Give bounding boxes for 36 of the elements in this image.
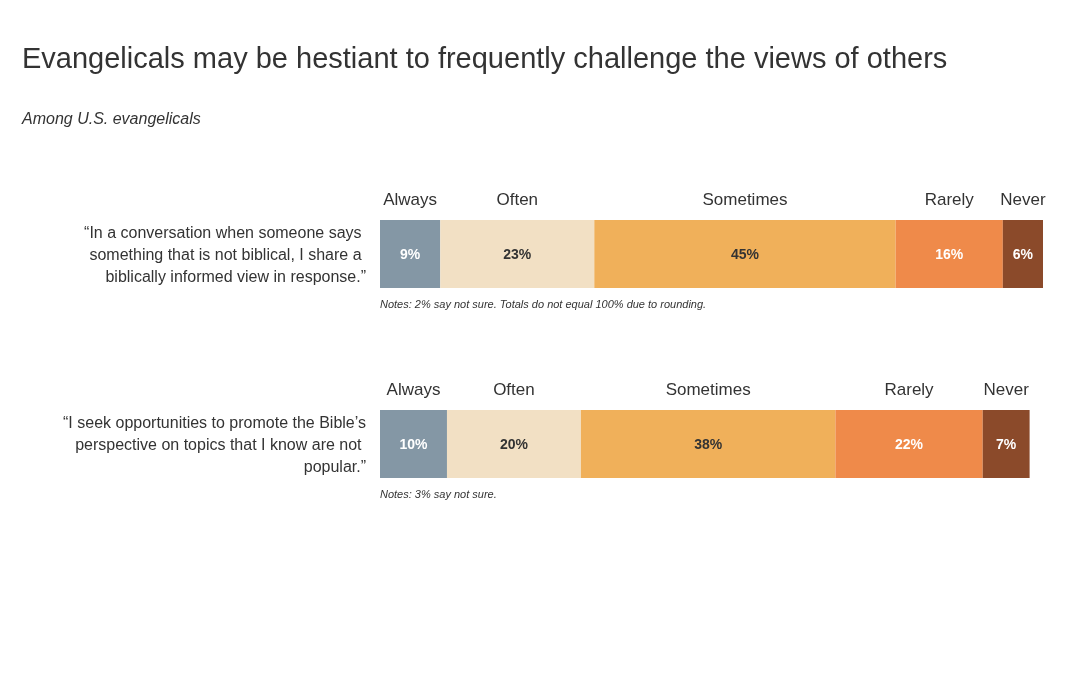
bar <box>594 220 896 288</box>
bar <box>580 410 836 478</box>
series-label: Always <box>386 380 441 399</box>
bar <box>446 410 581 478</box>
text: Notes: 3% say not sure. <box>380 488 498 500</box>
y-tick-label: “I seek opportunities to promote the Bible’s perspective on topics that I know are not popular.” <box>63 413 366 475</box>
data-label: 20% <box>499 436 529 452</box>
data-label: 38% <box>694 436 723 452</box>
series-label: Always <box>383 190 438 209</box>
text: Among U.S. evangelicals <box>22 109 202 129</box>
series-label: Sometimes <box>665 380 751 399</box>
series-label: Never <box>1000 190 1046 209</box>
bar <box>982 410 1030 478</box>
data-label: 9% <box>400 246 421 262</box>
chart-title: Evangelicals may be hestiant to frequently challenge the views of others <box>21 41 949 76</box>
series-label: Often <box>493 380 535 399</box>
bar <box>1002 220 1043 288</box>
data-label: 16% <box>935 246 964 262</box>
data-label: 23% <box>503 246 532 262</box>
data-label: 10% <box>399 436 429 452</box>
series-label: Sometimes <box>702 190 788 209</box>
series-label: Never <box>983 380 1030 399</box>
bar <box>835 410 983 478</box>
data-label: 22% <box>895 436 924 452</box>
bar <box>895 220 1003 288</box>
bar <box>440 220 595 288</box>
data-label: 45% <box>730 246 760 262</box>
y-tick-label: “In a conversation when someone says something that is not biblical, I share a biblically informed view in response.” <box>84 223 366 285</box>
bar <box>380 220 441 288</box>
data-label: 6% <box>1012 246 1034 262</box>
series-label: Rarely <box>884 380 935 399</box>
series-label: Often <box>496 190 539 209</box>
bar <box>380 410 447 478</box>
series-label: Rarely <box>924 190 975 209</box>
text: Notes: 2% say not sure. Totals do not equal 100% due to rounding. <box>380 298 708 310</box>
data-label: 7% <box>996 436 1017 452</box>
